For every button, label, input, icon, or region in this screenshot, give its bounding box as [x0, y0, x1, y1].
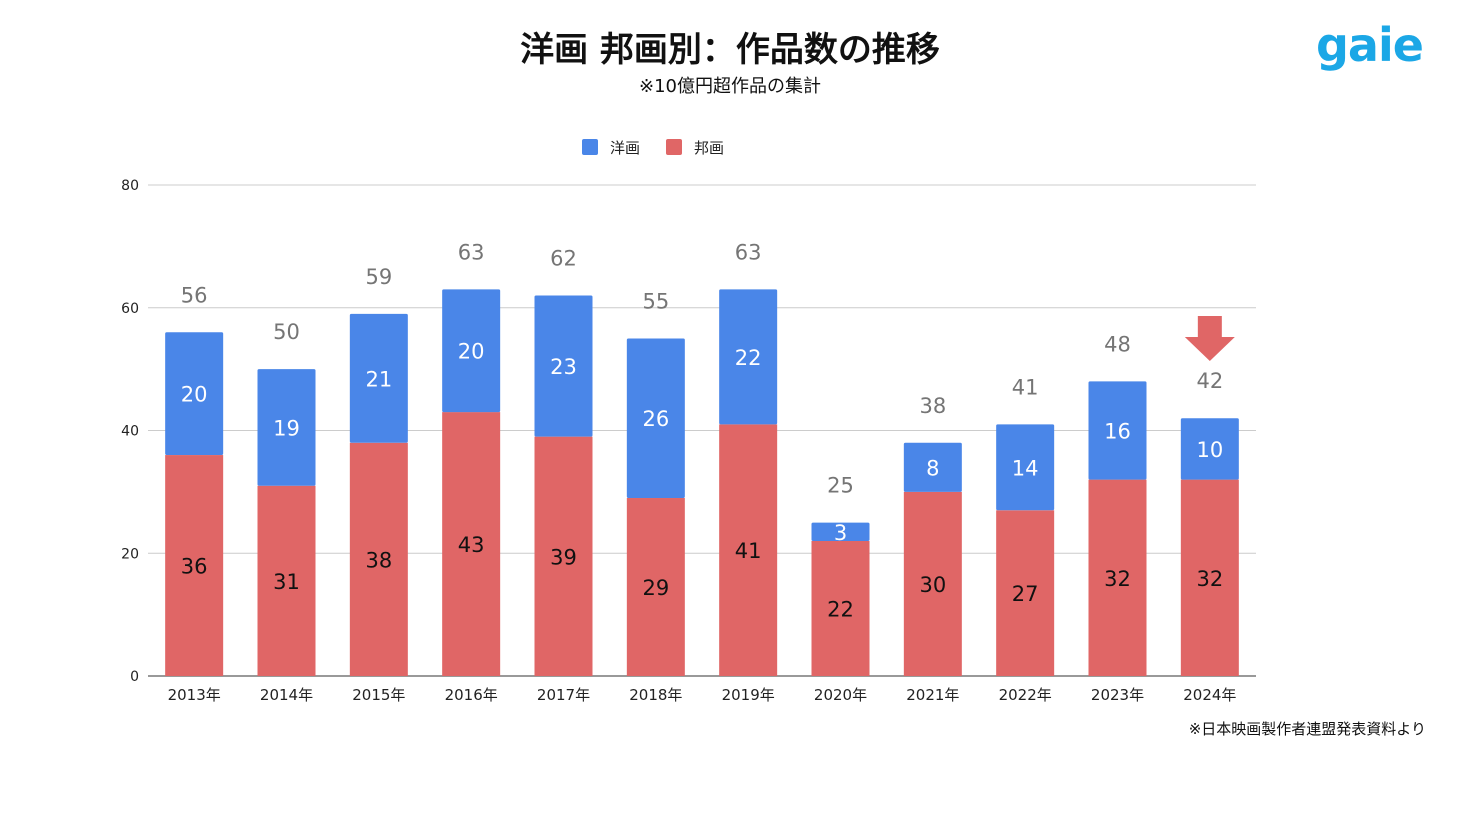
data-label-邦画: 36 [181, 555, 208, 579]
x-tick-label: 2021年 [906, 686, 959, 704]
data-label-洋画: 19 [273, 416, 300, 440]
data-label-邦画: 41 [735, 539, 762, 563]
chart-title: 洋画 邦画別：作品数の推移 [520, 30, 940, 70]
data-label-洋画: 23 [550, 355, 577, 379]
bar-邦画 [903, 491, 962, 676]
data-label-洋画: 20 [458, 340, 485, 364]
bar-洋画 [626, 338, 685, 499]
bar-邦画 [165, 455, 224, 676]
total-label: 41 [1012, 375, 1039, 399]
bar-邦画 [349, 442, 408, 676]
gaie-logo: gaie [1316, 18, 1424, 72]
total-label: 62 [550, 246, 577, 270]
bar-邦画 [811, 540, 870, 676]
chart-subtitle: ※10億円超作品の集計 [639, 76, 821, 97]
data-label-洋画: 3 [834, 521, 847, 545]
x-tick-label: 2020年 [814, 686, 867, 704]
bar-洋画 [903, 442, 962, 492]
bar-洋画 [1088, 381, 1147, 480]
data-label-邦画: 30 [919, 573, 946, 597]
x-tick-label: 2014年 [260, 686, 313, 704]
data-label-邦画: 27 [1012, 582, 1039, 606]
total-label: 42 [1196, 369, 1223, 393]
y-tick-label: 80 [121, 178, 139, 194]
bar-邦画 [626, 498, 685, 676]
data-label-邦画: 22 [827, 597, 854, 621]
bar-邦画 [534, 436, 593, 676]
down-arrow-icon [1184, 316, 1235, 361]
bar-洋画 [1180, 418, 1239, 480]
x-tick-label: 2013年 [168, 686, 221, 704]
total-label: 50 [273, 320, 300, 344]
bar-邦画 [442, 412, 501, 676]
bar-洋画 [719, 289, 778, 425]
bar-邦画 [1088, 479, 1147, 676]
total-label: 25 [827, 474, 854, 498]
bar-邦画 [1180, 479, 1239, 676]
bar-洋画 [349, 313, 408, 443]
legend-label: 邦画 [694, 139, 724, 157]
data-label-洋画: 21 [365, 367, 392, 391]
data-label-洋画: 22 [735, 346, 762, 370]
data-label-洋画: 8 [926, 456, 939, 480]
data-label-邦画: 31 [273, 570, 300, 594]
y-tick-label: 40 [121, 424, 139, 440]
bar-洋画 [811, 522, 870, 541]
x-tick-label: 2022年 [999, 686, 1052, 704]
legend-swatch [582, 139, 598, 155]
total-label: 63 [735, 240, 762, 264]
bar-洋画 [996, 424, 1055, 511]
bar-洋画 [534, 295, 593, 437]
data-label-邦画: 32 [1104, 567, 1131, 591]
x-tick-label: 2023年 [1091, 686, 1144, 704]
bar-邦画 [719, 424, 778, 676]
data-label-洋画: 16 [1104, 420, 1131, 444]
total-label: 48 [1104, 332, 1131, 356]
data-label-洋画: 14 [1012, 456, 1039, 480]
bar-邦画 [996, 510, 1055, 676]
y-tick-label: 60 [121, 301, 139, 317]
total-label: 56 [181, 283, 208, 307]
data-label-洋画: 26 [642, 407, 669, 431]
y-tick-label: 20 [121, 546, 139, 562]
x-tick-label: 2018年 [629, 686, 682, 704]
total-label: 55 [642, 289, 669, 313]
x-tick-label: 2017年 [537, 686, 590, 704]
bar-洋画 [257, 369, 316, 486]
x-tick-label: 2019年 [722, 686, 775, 704]
data-label-洋画: 10 [1196, 438, 1223, 462]
bar-洋画 [442, 289, 501, 413]
x-tick-label: 2024年 [1183, 686, 1236, 704]
y-tick-label: 0 [130, 669, 139, 685]
total-label: 63 [458, 240, 485, 264]
total-label: 59 [365, 265, 392, 289]
total-label: 38 [919, 394, 946, 418]
data-label-邦画: 39 [550, 545, 577, 569]
legend-label: 洋画 [610, 139, 640, 157]
source-note: ※日本映画製作者連盟発表資料より [1188, 720, 1426, 738]
data-label-邦画: 43 [458, 533, 485, 557]
x-tick-label: 2015年 [352, 686, 405, 704]
data-label-邦画: 29 [642, 576, 669, 600]
x-tick-label: 2016年 [445, 686, 498, 704]
data-label-邦画: 32 [1196, 567, 1223, 591]
data-label-邦画: 38 [365, 548, 392, 572]
legend-swatch [666, 139, 682, 155]
bar-邦画 [257, 485, 316, 676]
bar-洋画 [165, 332, 224, 456]
data-label-洋画: 20 [181, 383, 208, 407]
